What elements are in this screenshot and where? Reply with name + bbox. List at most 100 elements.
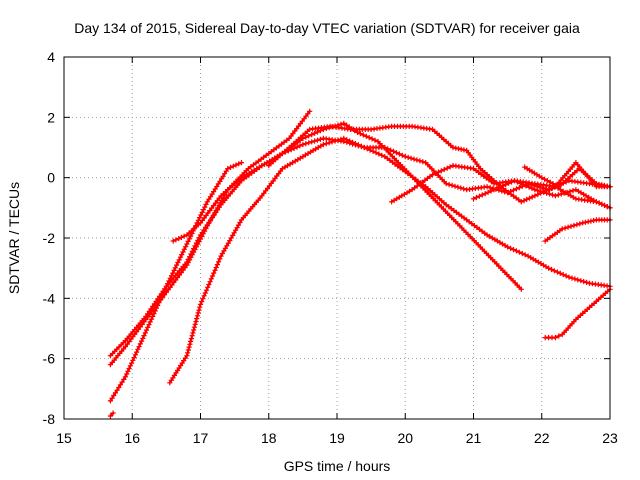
data-point bbox=[452, 183, 458, 189]
data-point bbox=[570, 188, 576, 194]
data-point bbox=[513, 248, 519, 254]
data-point bbox=[303, 141, 309, 147]
data-point bbox=[506, 180, 512, 186]
data-point bbox=[572, 276, 578, 282]
data-point bbox=[119, 379, 125, 385]
series-line bbox=[109, 122, 523, 402]
data-point bbox=[156, 300, 162, 306]
data-point bbox=[547, 179, 553, 185]
data-point bbox=[405, 154, 411, 160]
data-point bbox=[562, 225, 568, 231]
data-point bbox=[524, 196, 530, 202]
x-tick-label: 22 bbox=[534, 430, 550, 446]
data-point bbox=[523, 183, 529, 189]
data-point bbox=[560, 272, 566, 278]
data-point bbox=[420, 159, 426, 165]
data-point bbox=[152, 308, 158, 314]
data-point bbox=[447, 164, 453, 170]
data-point bbox=[202, 204, 208, 210]
data-point bbox=[553, 182, 559, 188]
data-point bbox=[158, 294, 164, 300]
data-point bbox=[192, 321, 198, 327]
data-point bbox=[127, 363, 133, 369]
data-point bbox=[601, 202, 608, 208]
data-point bbox=[199, 209, 205, 215]
data-point bbox=[185, 350, 191, 356]
data-point bbox=[196, 307, 202, 313]
data-point bbox=[535, 188, 541, 194]
series-layer bbox=[107, 108, 613, 419]
data-point bbox=[438, 168, 444, 174]
data-point bbox=[189, 248, 195, 254]
data-point bbox=[136, 344, 142, 350]
data-point bbox=[236, 161, 242, 167]
data-point bbox=[314, 137, 321, 143]
x-tick-label: 17 bbox=[193, 430, 209, 446]
data-point bbox=[291, 145, 297, 151]
data-point bbox=[552, 334, 558, 341]
data-point bbox=[354, 129, 361, 135]
data-point bbox=[532, 193, 538, 199]
data-point bbox=[107, 413, 113, 419]
data-point bbox=[211, 270, 217, 276]
data-point bbox=[176, 236, 182, 242]
data-point bbox=[551, 268, 557, 274]
data-point bbox=[479, 192, 485, 198]
data-point bbox=[363, 133, 369, 139]
data-point bbox=[200, 296, 206, 302]
series-trace-1 bbox=[107, 160, 245, 359]
data-point bbox=[181, 233, 187, 239]
data-point bbox=[540, 185, 546, 191]
data-point bbox=[194, 313, 201, 319]
data-point bbox=[379, 152, 385, 158]
data-point bbox=[507, 245, 514, 251]
series-trace-3 bbox=[107, 120, 524, 404]
data-point bbox=[317, 136, 323, 142]
data-point bbox=[192, 243, 198, 249]
data-point bbox=[491, 187, 497, 193]
data-point bbox=[208, 276, 214, 282]
data-point bbox=[312, 130, 318, 136]
data-point bbox=[539, 175, 545, 181]
data-point bbox=[373, 150, 379, 156]
data-point bbox=[514, 179, 520, 185]
data-point bbox=[213, 264, 219, 271]
data-point bbox=[544, 190, 550, 196]
data-point bbox=[197, 304, 203, 310]
data-point bbox=[137, 341, 143, 347]
data-point bbox=[519, 250, 525, 257]
data-point bbox=[230, 163, 236, 169]
data-point bbox=[538, 188, 544, 195]
data-point bbox=[142, 330, 148, 336]
data-point bbox=[526, 195, 533, 201]
data-point bbox=[147, 319, 153, 325]
data-point bbox=[559, 226, 565, 232]
data-point bbox=[558, 191, 564, 197]
data-point bbox=[196, 235, 202, 241]
data-point bbox=[485, 189, 491, 195]
data-point bbox=[160, 291, 166, 298]
data-point bbox=[110, 410, 116, 416]
data-point bbox=[153, 305, 159, 311]
data-point bbox=[188, 251, 194, 257]
y-axis-label: SDTVAR / TECUs bbox=[6, 182, 22, 294]
data-point bbox=[522, 252, 528, 258]
data-point bbox=[473, 194, 479, 201]
data-point bbox=[306, 140, 312, 146]
data-point bbox=[173, 237, 179, 243]
data-point bbox=[561, 190, 567, 196]
y-tick-labels: -8 -6 -4 -2 0 2 4 bbox=[43, 49, 56, 427]
data-point bbox=[114, 387, 120, 393]
data-point bbox=[563, 273, 569, 279]
data-point bbox=[344, 122, 350, 128]
data-point bbox=[568, 223, 574, 229]
data-point bbox=[109, 395, 115, 401]
data-point bbox=[494, 185, 500, 191]
data-point bbox=[569, 275, 575, 281]
x-tick-label: 18 bbox=[261, 430, 277, 446]
data-point bbox=[183, 244, 189, 250]
data-point bbox=[518, 286, 524, 292]
data-point bbox=[596, 200, 602, 206]
data-point bbox=[145, 324, 151, 330]
data-point bbox=[320, 141, 326, 148]
